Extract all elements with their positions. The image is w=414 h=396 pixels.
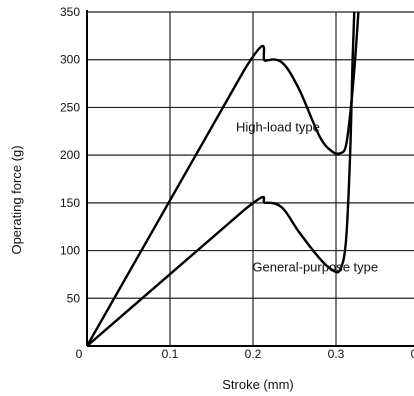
- y-tick-label: 50: [67, 291, 81, 305]
- series-layer: [85, 11, 360, 347]
- series-annotation: High-load type: [236, 119, 320, 134]
- x-axis-title: Stroke (mm): [222, 377, 294, 392]
- x-tick-labels: 0 0.1 0.2 0.3 0.4: [76, 347, 414, 361]
- x-tick-label: 0.3: [328, 347, 345, 361]
- y-tick-label: 200: [60, 148, 80, 162]
- plot-frame: [86, 10, 414, 347]
- series-line-high-load: [85, 11, 360, 347]
- annotations: High-load type General-purpose type: [236, 119, 378, 274]
- y-axis-title: Operating force (g): [9, 145, 24, 254]
- series-line-general-purpose: [86, 11, 356, 347]
- y-tick-label: 350: [60, 5, 80, 19]
- y-tick-label: 250: [60, 100, 80, 114]
- y-tick-labels: 50 100 150 200 250 300 350: [60, 5, 80, 305]
- y-tick-label: 300: [60, 53, 80, 67]
- x-tick-label: 0.2: [245, 347, 262, 361]
- x-tick-label: 0.1: [162, 347, 179, 361]
- x-tick-label: 0: [76, 347, 83, 361]
- y-tick-label: 150: [60, 196, 80, 210]
- series-annotation: General-purpose type: [252, 260, 378, 275]
- y-tick-label: 100: [60, 244, 80, 258]
- x-tick-label: 0.4: [411, 347, 414, 361]
